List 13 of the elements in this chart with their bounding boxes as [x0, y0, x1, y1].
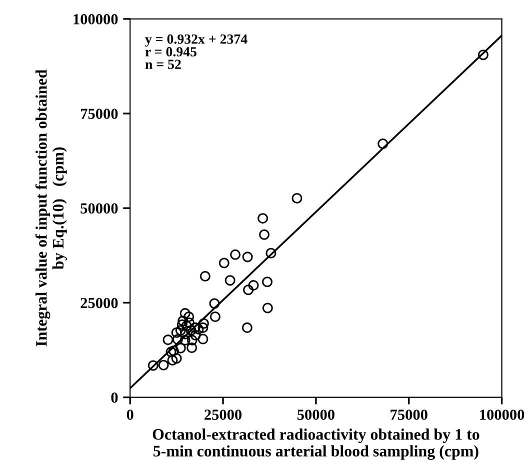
y-tick-label: 75000 — [80, 108, 118, 119]
y-tick-label: 0 — [111, 392, 118, 403]
y-tick-label: 25000 — [80, 298, 118, 308]
y-tick-label: 100000 — [74, 14, 118, 24]
y-axis-title: Integral value of input function obtained by Eq.(10) (cpm) — [35, 70, 67, 346]
x-tick-label: 0 — [126, 410, 134, 420]
y-tick-label: 50000 — [80, 203, 118, 214]
x-tick-label: 75000 — [390, 410, 428, 420]
x-tick-label: 100000 — [480, 410, 524, 420]
x-tick-label: 25000 — [204, 410, 242, 420]
x-tick-label: 50000 — [297, 410, 334, 420]
x-axis-title: Octanol-extracted radioactivity obtained by 1 to 5-min continuous arterial blood sampling (cpm) — [152, 428, 480, 460]
annotation: y = 0.932x + 2374 r = 0.945 n = 52 — [145, 34, 248, 70]
